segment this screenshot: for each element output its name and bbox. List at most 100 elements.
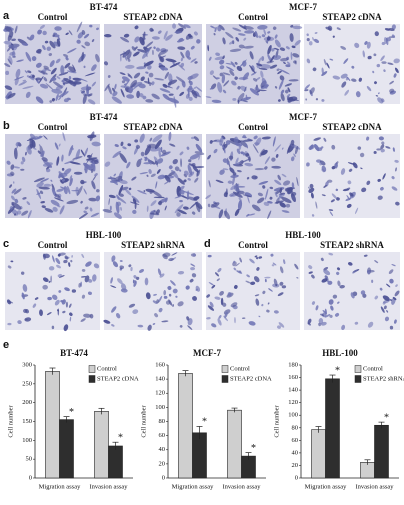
cell (394, 290, 400, 297)
cell (261, 56, 265, 61)
cell (225, 62, 233, 65)
cell (321, 71, 328, 76)
cell (374, 31, 379, 37)
y-tick-label: 160 (155, 361, 165, 368)
y-tick-label: 50 (26, 456, 33, 463)
cell (248, 213, 256, 216)
cell (336, 271, 340, 276)
cell (179, 169, 182, 172)
cell (386, 310, 389, 313)
micrograph (205, 24, 303, 104)
cell (40, 201, 46, 204)
cell (277, 325, 281, 329)
cell (132, 51, 140, 57)
cell (93, 263, 100, 269)
cell (281, 285, 287, 289)
cell (264, 276, 271, 279)
cell (287, 87, 291, 93)
cell (218, 209, 224, 219)
cell (62, 310, 66, 314)
cell (48, 280, 51, 283)
cell (131, 195, 140, 203)
legend-label: STEAP2 shRNA (363, 375, 404, 382)
cell (291, 182, 295, 189)
cell (346, 187, 351, 190)
cell (159, 55, 167, 59)
cell (29, 133, 37, 140)
cell (41, 157, 48, 162)
chart-title: HBL-100 (322, 348, 358, 358)
cell (211, 323, 217, 328)
cell (193, 86, 197, 89)
cell (328, 299, 334, 305)
bar (108, 445, 123, 479)
error-bar (364, 459, 371, 465)
cell (51, 183, 55, 191)
cell (114, 144, 119, 148)
cell (273, 187, 285, 192)
cell (59, 205, 65, 215)
cell (83, 33, 90, 39)
cell (311, 301, 316, 305)
cell (315, 98, 319, 101)
micrograph-bg (104, 252, 202, 330)
cell (387, 62, 394, 65)
cell (193, 196, 200, 201)
cell (185, 50, 191, 58)
cell (188, 96, 193, 101)
cell (10, 171, 15, 176)
cell (191, 89, 198, 99)
cell (46, 168, 51, 173)
cell (278, 99, 281, 102)
cell (249, 64, 256, 74)
cell (255, 256, 259, 260)
cell (274, 191, 278, 198)
cell (274, 144, 282, 152)
cell (224, 311, 228, 318)
y-tick-label: 300 (22, 361, 32, 368)
cell (83, 65, 86, 69)
cell (66, 70, 77, 74)
cell (274, 39, 281, 48)
cell (64, 62, 71, 69)
cell (48, 266, 55, 271)
y-tick-label: 40 (159, 446, 166, 453)
cell (290, 156, 295, 162)
cell (239, 160, 244, 166)
cell (44, 207, 54, 213)
cell (330, 305, 334, 311)
cell (63, 53, 69, 58)
cell (128, 187, 132, 191)
cell (126, 51, 132, 60)
cell (87, 291, 92, 295)
cell (381, 41, 386, 46)
cell (172, 288, 178, 294)
y-tick-label: 140 (288, 387, 298, 394)
cell (168, 257, 174, 262)
cell (261, 303, 264, 307)
cell (7, 265, 12, 269)
cell (152, 190, 162, 198)
cell (52, 206, 58, 212)
error-bar (112, 441, 119, 450)
cell (103, 319, 111, 324)
cell (178, 23, 187, 29)
cell (95, 53, 100, 63)
cell (25, 318, 28, 321)
cell (234, 317, 236, 324)
cell (89, 24, 93, 28)
cell (16, 59, 24, 63)
cell (362, 50, 366, 58)
cell (189, 278, 194, 283)
cell (308, 41, 313, 46)
cell (255, 298, 260, 306)
cell (33, 177, 45, 183)
cell (222, 89, 227, 94)
cell (146, 174, 149, 177)
panel-letter: d (204, 238, 211, 250)
cell (48, 53, 53, 57)
cell (128, 86, 134, 94)
x-tick-label: Migration assay (305, 483, 347, 490)
cell (175, 295, 178, 298)
cell (242, 60, 247, 67)
